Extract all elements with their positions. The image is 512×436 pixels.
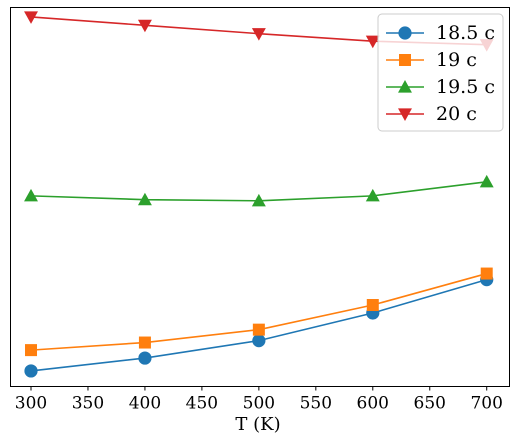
legend-marker [398, 80, 412, 93]
x-tick-label: 600 [357, 394, 389, 414]
x-tick-label: 650 [414, 394, 446, 414]
legend-label: 19.5 c [436, 76, 495, 98]
data-point [24, 188, 38, 202]
x-tick-label: 450 [186, 394, 218, 414]
series-2 [25, 267, 493, 357]
legend-marker [399, 54, 411, 66]
x-tick-label: 300 [15, 394, 47, 414]
legend-label: 20 c [436, 103, 477, 125]
series-layer [24, 11, 494, 378]
data-point [366, 299, 379, 312]
data-point [479, 174, 494, 188]
legend: 18.5 c 19 c 19.5 c 20 c [377, 13, 504, 132]
x-tick-label: 550 [300, 394, 332, 414]
data-point [24, 364, 38, 378]
data-point [365, 35, 380, 49]
x-tick-label: 700 [470, 394, 502, 414]
data-point [138, 351, 152, 365]
data-point [137, 19, 152, 33]
x-tick-label: 350 [72, 394, 104, 414]
data-point [25, 344, 38, 357]
data-point [252, 323, 265, 336]
data-point [24, 11, 38, 24]
legend-entry: 18.5 c [386, 22, 495, 44]
legend-frame [377, 13, 504, 132]
legend-entry: 20 c [386, 103, 477, 125]
series-3 [24, 174, 494, 207]
x-tick-label: 400 [129, 394, 161, 414]
legend-label: 19 c [436, 49, 477, 71]
data-point [252, 334, 266, 348]
data-point [251, 193, 266, 207]
data-point [480, 267, 493, 280]
data-point [138, 336, 151, 349]
x-axis-title: T (K) [235, 414, 280, 435]
legend-label: 18.5 c [436, 22, 495, 44]
x-tick-label: 500 [243, 394, 275, 414]
legend-entry: 19.5 c [386, 76, 495, 98]
legend-marker [398, 26, 412, 40]
data-point [137, 192, 152, 206]
legend-entry: 19 c [386, 49, 477, 71]
data-point [251, 28, 266, 41]
legend-marker [398, 108, 412, 121]
data-point [365, 188, 380, 202]
x-axis-ticks: 300 350 400 450 500 550 600 650 700 [15, 386, 503, 414]
